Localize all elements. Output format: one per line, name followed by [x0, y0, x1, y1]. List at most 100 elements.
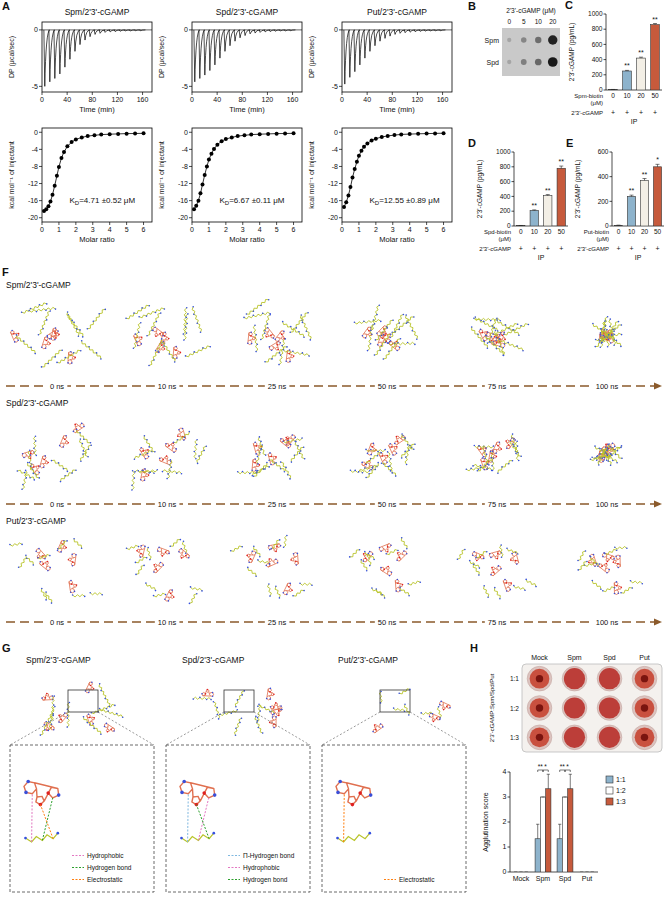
blot-dot [548, 35, 557, 44]
atom [621, 324, 623, 326]
atom [614, 547, 616, 549]
atom [196, 593, 198, 595]
atom [403, 314, 405, 316]
cgamp-molecule [362, 461, 373, 470]
atom [168, 338, 170, 340]
x-tick [426, 222, 427, 225]
atom [207, 689, 209, 691]
polyamine-molecule [138, 470, 157, 473]
atom [376, 314, 378, 316]
atom [606, 329, 608, 331]
x-tick [92, 222, 93, 225]
atom [288, 586, 290, 588]
time-label: 0 ns [50, 618, 64, 627]
atom [349, 556, 351, 558]
x-tick [259, 222, 260, 225]
atom [497, 553, 499, 555]
y-tick [610, 201, 613, 202]
panel-letter: E [566, 137, 573, 149]
atom [107, 731, 109, 733]
atom [528, 324, 530, 326]
row-title: Spm/2'3'-cGAMP [6, 280, 71, 290]
polyamine-molecule [603, 587, 615, 592]
polyamine-molecule [162, 470, 181, 474]
atom [257, 456, 259, 458]
atom [614, 446, 616, 448]
y-axis-title: 2'3'-cGAMP (pg/mL) [568, 23, 576, 81]
atom [503, 355, 505, 357]
polyamine-molecule [174, 432, 190, 443]
atom [400, 338, 402, 340]
atom [196, 439, 198, 441]
atom [620, 346, 622, 348]
polyamine-molecule [189, 594, 196, 604]
cgamp-molecule [265, 328, 275, 338]
atom [387, 455, 389, 457]
atom [47, 561, 49, 563]
treatment-mark: + [642, 245, 646, 252]
atom [359, 549, 361, 551]
atom [588, 562, 590, 564]
y-tick [610, 226, 613, 227]
error-bar [617, 225, 621, 226]
atom [264, 468, 266, 470]
x-tick [342, 92, 343, 95]
atom [72, 565, 74, 567]
panel-letter: B [468, 0, 476, 12]
label-bg [593, 617, 622, 628]
atom [185, 326, 187, 328]
atom [41, 588, 43, 590]
atom [202, 347, 204, 349]
atom [282, 321, 284, 323]
cgamp-molecule [22, 451, 34, 459]
atom [143, 565, 145, 567]
atom [257, 343, 259, 345]
x-tick-label: 2 [74, 226, 78, 233]
data-point [365, 141, 369, 145]
time-label: 10 ns [158, 618, 177, 627]
atom [23, 457, 25, 459]
atom [269, 563, 271, 565]
atom [303, 337, 305, 339]
atom [149, 559, 151, 561]
atom [93, 723, 95, 725]
polyamine-molecule [19, 558, 27, 567]
atom [254, 442, 256, 444]
atom [67, 717, 69, 719]
atom [602, 457, 604, 459]
atom [300, 450, 302, 452]
atom [607, 561, 609, 563]
atom [369, 470, 371, 472]
md-snapshot [243, 299, 311, 366]
atom [134, 458, 136, 460]
x-tick [267, 92, 268, 95]
y-tick [512, 166, 515, 167]
atom [391, 472, 393, 474]
atom [293, 553, 295, 555]
atom [377, 462, 379, 464]
atom [201, 590, 203, 592]
atom [595, 339, 597, 341]
atom [384, 569, 386, 571]
atom [52, 715, 54, 717]
atom [173, 442, 175, 444]
md-snapshot [126, 539, 203, 604]
x-tick-label: 0 [190, 226, 194, 233]
x-axis-title: Spd-biotin(μM) [484, 229, 511, 242]
y-tick [339, 86, 342, 87]
y-tick [339, 183, 342, 184]
atom [71, 320, 73, 322]
atom [361, 559, 363, 561]
atom [166, 455, 168, 457]
atom [189, 431, 191, 433]
atom [589, 555, 591, 557]
cgamp-molecule [160, 456, 172, 465]
y-tick [339, 166, 342, 167]
x-axis-title: Put-biotin(μM) [584, 229, 609, 242]
cgamp-molecule [247, 551, 256, 563]
atom [140, 322, 142, 324]
atom [513, 445, 515, 447]
atom [156, 568, 158, 570]
time-arrow [6, 503, 654, 504]
treatment-mark: + [519, 245, 523, 252]
